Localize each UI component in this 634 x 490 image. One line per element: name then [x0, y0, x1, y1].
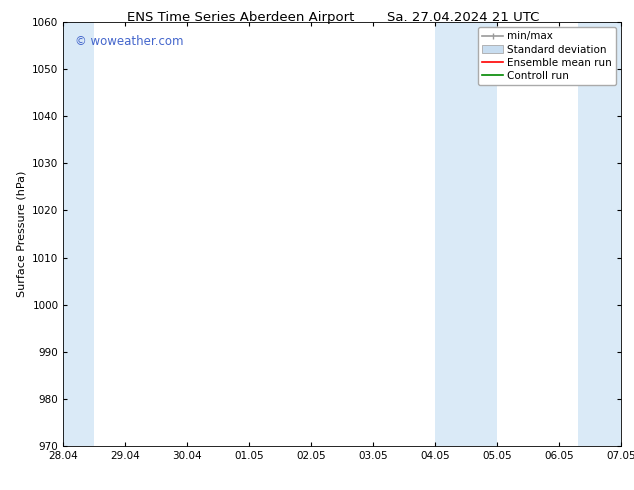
Bar [578, 22, 634, 446]
Text: Sa. 27.04.2024 21 UTC: Sa. 27.04.2024 21 UTC [387, 11, 539, 24]
Bar [63, 22, 94, 446]
Text: © woweather.com: © woweather.com [75, 35, 183, 48]
Text: ENS Time Series Aberdeen Airport: ENS Time Series Aberdeen Airport [127, 11, 354, 24]
Bar [436, 22, 497, 446]
Legend: min/max, Standard deviation, Ensemble mean run, Controll run: min/max, Standard deviation, Ensemble me… [478, 27, 616, 85]
Y-axis label: Surface Pressure (hPa): Surface Pressure (hPa) [16, 171, 27, 297]
